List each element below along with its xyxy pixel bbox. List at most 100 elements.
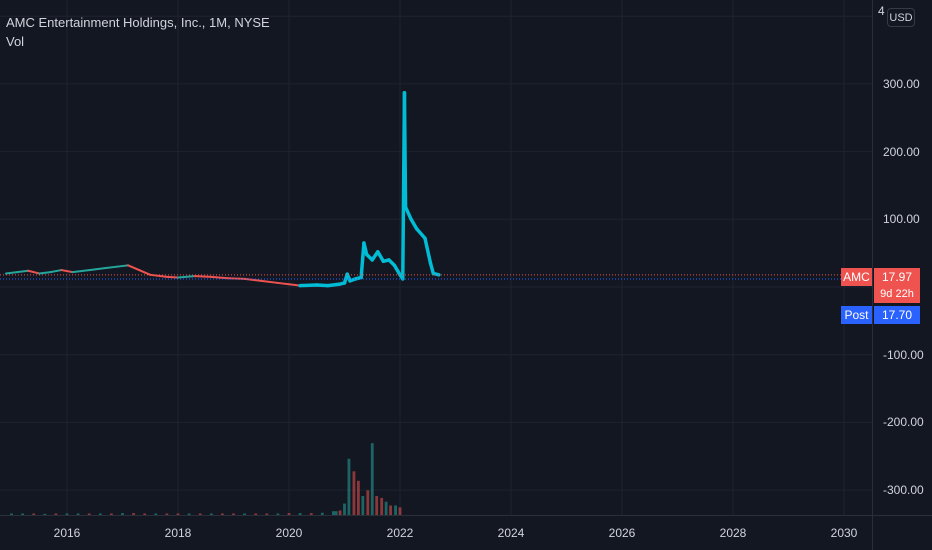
time-tick-label: 2030 — [830, 526, 858, 540]
price-segment-6 — [60, 269, 74, 274]
price-segment-7 — [71, 269, 91, 274]
price-tick-label: -200.00 — [883, 415, 924, 430]
price-segment-45 — [423, 236, 433, 266]
volume-bar-39 — [375, 496, 379, 515]
volume-legend-label[interactable]: Vol — [6, 34, 25, 49]
price-segment-43 — [409, 217, 419, 231]
price-segment-46 — [428, 261, 436, 276]
price-tick-label: 300.00 — [883, 76, 920, 91]
price-segment-20 — [260, 279, 279, 284]
price-segment-5 — [49, 269, 63, 274]
volume-bar-6 — [76, 513, 80, 515]
time-axis[interactable]: 2016 2018 2020 2022 2024 2026 2028 2030 — [0, 515, 872, 550]
price-segment-16 — [193, 275, 213, 278]
price-segment-24 — [315, 283, 330, 288]
last-price-badge: 17.97 — [874, 268, 920, 286]
currency-button[interactable]: USD — [887, 8, 915, 27]
volume-bar-5 — [65, 513, 69, 515]
volume-bar-23 — [265, 513, 269, 515]
volume-bar-41 — [384, 501, 388, 515]
price-segment-23 — [298, 283, 319, 288]
volume-bar-8 — [98, 513, 102, 515]
price-segment-32 — [362, 241, 369, 257]
volume-bar-14 — [165, 513, 169, 515]
volume-bar-0 — [10, 513, 13, 515]
volume-bar-29 — [332, 511, 335, 515]
price-segment-2 — [16, 269, 30, 274]
price-segment-31 — [359, 241, 366, 280]
price-tick-label: -100.00 — [883, 347, 924, 362]
price-segment-18 — [226, 277, 246, 280]
volume-bar-4 — [54, 513, 58, 515]
price-segment-11 — [127, 264, 141, 272]
price-segment-14 — [165, 275, 179, 279]
volume-bar-31 — [338, 510, 342, 515]
volume-bar-12 — [143, 513, 147, 515]
price-segment-42 — [403, 205, 413, 222]
volume-bar-34 — [352, 471, 356, 515]
symbol-badge: AMC — [841, 268, 872, 286]
price-segment-12 — [138, 269, 152, 276]
volume-bar-28 — [320, 512, 324, 515]
volume-bar-9 — [110, 513, 113, 515]
volume-bar-10 — [121, 513, 124, 515]
price-segment-3 — [27, 269, 41, 275]
volume-bar-17 — [198, 513, 202, 515]
price-tick-label: 100.00 — [883, 212, 920, 227]
price-segment-15 — [177, 275, 196, 279]
post-price-badge: 17.70 — [874, 306, 920, 324]
price-segment-10 — [115, 264, 130, 268]
volume-bar-38 — [370, 443, 374, 515]
volume-bar-1 — [21, 513, 24, 515]
volume-bar-18 — [209, 513, 213, 515]
volume-bar-20 — [232, 513, 235, 515]
price-segment-13 — [149, 273, 168, 278]
axis-corner — [872, 515, 932, 550]
time-tick-label: 2018 — [164, 526, 192, 540]
price-segment-1 — [4, 271, 19, 275]
price-tick-label: -300.00 — [883, 483, 924, 498]
time-tick-label: 2020 — [275, 526, 303, 540]
price-segment-4 — [38, 271, 52, 275]
time-tick-label: 2028 — [719, 526, 747, 540]
volume-bar-44 — [398, 507, 402, 515]
chart-pane[interactable]: AMC Entertainment Holdings, Inc., 1M, NY… — [0, 0, 872, 515]
volume-bar-40 — [380, 497, 384, 515]
volume-bar-24 — [276, 513, 280, 515]
volume-bar-15 — [176, 513, 180, 515]
price-chart[interactable] — [0, 0, 872, 515]
price-axis[interactable]: 300.00 200.00 100.00 -100.00 -200.00 -300.00 — [872, 0, 932, 515]
price-segment-9 — [104, 265, 118, 270]
symbol-legend-title[interactable]: AMC Entertainment Holdings, Inc., 1M, NY… — [6, 15, 270, 30]
volume-bar-25 — [287, 513, 291, 515]
volume-bar-30 — [334, 511, 338, 515]
volume-bar-37 — [366, 490, 370, 515]
volume-bar-13 — [154, 513, 158, 515]
countdown-badge: 9d 22h — [874, 285, 920, 303]
volume-bar-19 — [221, 513, 224, 515]
price-segment-21 — [276, 281, 290, 286]
volume-bar-2 — [32, 513, 36, 515]
price-segment-38 — [392, 263, 402, 277]
time-tick-label: 2026 — [608, 526, 636, 540]
volume-bar-27 — [309, 513, 313, 515]
volume-bar-43 — [394, 505, 397, 515]
price-segment-8 — [88, 267, 107, 272]
time-tick-label: 2024 — [497, 526, 525, 540]
volume-bar-22 — [254, 513, 258, 515]
post-label-badge: Post — [841, 306, 872, 324]
price-axis-top-label: 4 — [878, 4, 885, 18]
price-segment-19 — [243, 277, 263, 282]
price-segment-25 — [326, 282, 341, 288]
volume-bar-33 — [347, 458, 351, 515]
volume-bar-21 — [243, 513, 246, 515]
time-tick-label: 2016 — [53, 526, 81, 540]
time-tick-label: 2022 — [386, 526, 414, 540]
volume-bar-7 — [87, 513, 91, 515]
volume-bar-35 — [356, 480, 360, 515]
volume-bar-42 — [389, 505, 392, 515]
price-segment-41 — [402, 90, 408, 209]
price-segment-44 — [414, 227, 427, 241]
volume-bar-16 — [187, 513, 191, 515]
volume-bar-3 — [43, 513, 47, 515]
